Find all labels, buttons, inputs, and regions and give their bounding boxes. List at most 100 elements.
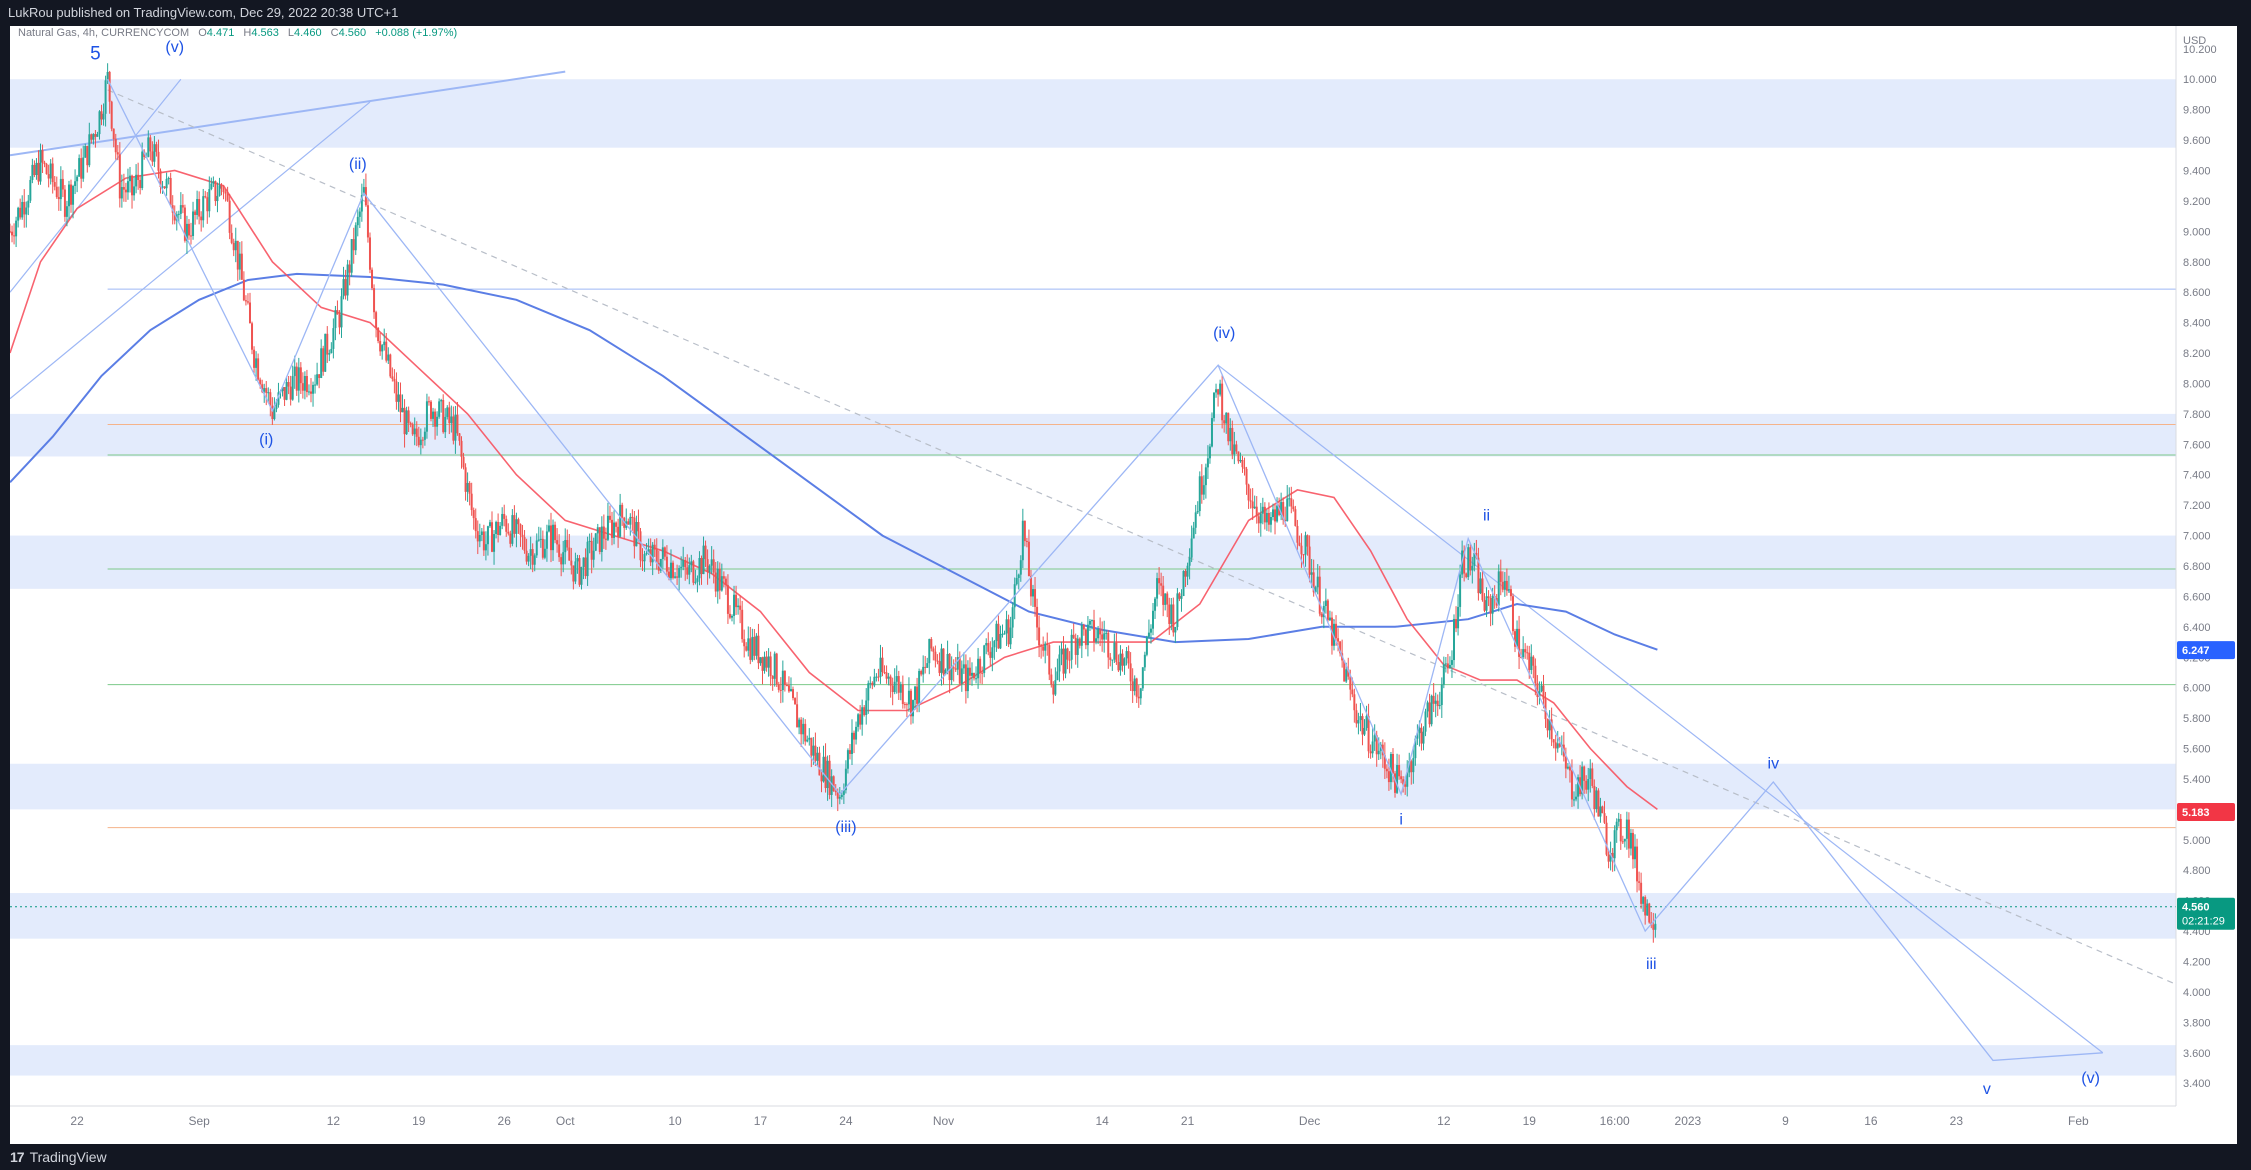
candle-body: [1548, 719, 1551, 731]
candle: [108, 70, 111, 114]
candle: [1253, 495, 1256, 510]
candle: [283, 387, 286, 406]
candle: [1225, 412, 1228, 434]
candle: [1115, 632, 1118, 665]
candle-body: [434, 411, 437, 427]
candle: [1424, 708, 1427, 737]
candle-body: [1001, 633, 1004, 635]
candle: [535, 533, 538, 558]
candle-body: [472, 510, 475, 519]
candle: [1097, 625, 1100, 645]
candle-body: [820, 775, 823, 782]
candle-body: [220, 185, 223, 189]
candle: [641, 548, 644, 572]
candle: [643, 550, 646, 572]
candle: [997, 615, 1000, 649]
candle: [855, 721, 858, 745]
candle-body: [887, 676, 890, 679]
candle-body: [901, 684, 904, 704]
candle: [301, 372, 304, 399]
candle: [1453, 614, 1455, 668]
candle: [1044, 641, 1047, 664]
candle-body: [409, 422, 412, 425]
price-tick-label: 8.400: [2183, 318, 2211, 330]
candle-body: [635, 522, 638, 547]
candle: [196, 190, 199, 220]
candle: [1119, 645, 1122, 676]
candle-body: [72, 185, 75, 205]
candle-body: [543, 548, 546, 558]
candle-body: [21, 201, 24, 218]
candle: [678, 565, 681, 591]
candle-body: [1046, 643, 1049, 646]
candle-body: [1274, 509, 1277, 522]
candle-body: [104, 80, 107, 114]
candle: [857, 713, 860, 732]
price-badge-value: 4.560: [2182, 902, 2210, 914]
candle-body: [1564, 756, 1567, 769]
candle-body: [13, 235, 16, 237]
candle-body: [251, 323, 254, 350]
candle-body: [1318, 576, 1321, 614]
candle: [1036, 598, 1039, 641]
candle-body: [1296, 525, 1299, 543]
candle: [493, 530, 496, 565]
candle: [421, 436, 424, 449]
candle-body: [407, 410, 410, 423]
candle: [411, 422, 414, 436]
candle-body: [757, 635, 760, 664]
candle-body: [303, 376, 306, 391]
candle-body: [57, 197, 60, 200]
candle-body: [464, 467, 467, 492]
candle-body: [678, 568, 681, 578]
candle-body: [1436, 700, 1439, 707]
candle-body: [1577, 777, 1580, 797]
legend-change: +0.088 (+1.97%): [375, 27, 457, 39]
candle: [1168, 597, 1171, 635]
candle: [90, 133, 93, 144]
candle: [659, 558, 662, 573]
candle-body: [222, 188, 225, 193]
candle: [167, 176, 170, 185]
candle-body: [122, 187, 125, 190]
candle: [1251, 488, 1254, 521]
candle: [51, 157, 54, 194]
publisher-bar: LukRou published on TradingView.com, Dec…: [0, 0, 2251, 26]
candle: [979, 656, 982, 684]
price-axis[interactable]: USD 3.4003.6003.8004.0004.2004.4004.6004…: [2175, 26, 2217, 1106]
tradingview-logo[interactable]: 17 TradingView: [10, 1149, 107, 1165]
candle: [733, 585, 736, 625]
candle-body: [806, 739, 809, 742]
candle: [67, 180, 70, 220]
candle-body: [356, 216, 359, 226]
time-tick-label: 16: [1864, 1114, 1878, 1128]
candle-body: [611, 519, 614, 538]
candle: [360, 183, 363, 222]
candle: [407, 406, 410, 433]
candle-body: [1638, 881, 1641, 883]
candle-body: [1021, 520, 1024, 561]
candle-body: [291, 376, 294, 400]
candle-body: [968, 667, 971, 676]
candle-body: [17, 207, 20, 221]
candle-body: [1125, 651, 1128, 659]
candle-body: [1255, 506, 1258, 517]
candle-body: [82, 157, 85, 179]
candle: [499, 522, 502, 536]
candle: [1294, 505, 1297, 527]
chart-area[interactable]: 5 (v) (ii) (i) (iii) (iv) i ii iii iv v (v) Natural…: [9, 26, 2237, 1144]
candle: [547, 519, 550, 533]
candle: [63, 185, 66, 222]
candle-body: [824, 756, 827, 789]
candle: [594, 532, 597, 552]
candle: [1457, 594, 1460, 636]
candle-body: [527, 555, 530, 562]
time-tick-label: Nov: [933, 1114, 954, 1128]
candle-body: [74, 181, 77, 186]
candle: [183, 204, 186, 243]
time-axis[interactable]: 22 Sep 12 19 26 Oct 10 17 24 Nov 14 21 Dec 12 19 16:00 2…: [10, 1105, 2176, 1128]
candle-body: [912, 700, 915, 717]
